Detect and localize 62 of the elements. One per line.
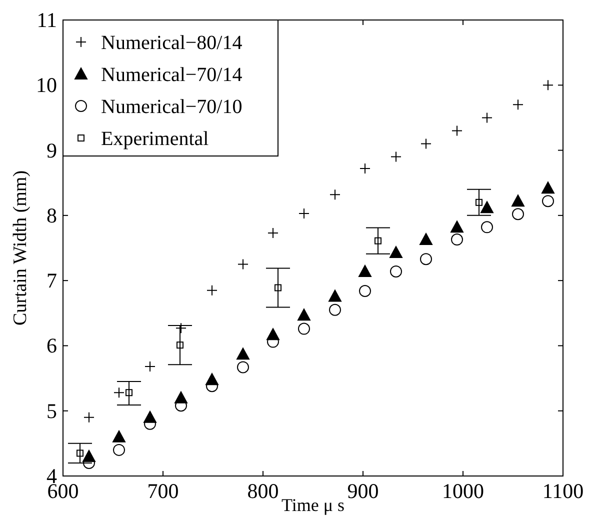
point <box>274 284 282 292</box>
point <box>480 201 494 214</box>
point <box>112 430 126 442</box>
x-tick-label: 900 <box>347 479 379 503</box>
point <box>76 450 84 457</box>
point <box>451 234 463 246</box>
point <box>237 361 249 374</box>
point <box>542 80 554 91</box>
point <box>482 112 492 124</box>
point <box>420 253 432 266</box>
point <box>113 444 125 456</box>
point <box>298 322 310 335</box>
point <box>450 220 464 233</box>
point <box>298 208 310 219</box>
point <box>236 348 250 360</box>
y-tick-label: 9 <box>46 138 57 162</box>
legend-label: Numerical−70/14 <box>101 64 242 86</box>
legend-label: Numerical−80/14 <box>101 32 242 54</box>
point <box>176 342 184 349</box>
point <box>390 265 402 278</box>
x-axis-title: Time μ s <box>281 495 345 515</box>
y-tick-label: 5 <box>46 398 57 423</box>
point <box>114 387 124 398</box>
point <box>360 163 370 174</box>
point <box>206 284 218 296</box>
y-tick-label: 6 <box>46 334 57 358</box>
point <box>374 237 382 244</box>
point <box>176 322 186 334</box>
point <box>268 228 278 239</box>
point <box>359 284 371 297</box>
point <box>512 208 524 220</box>
legend-label: Experimental <box>101 128 210 150</box>
point <box>542 195 554 208</box>
point <box>476 198 482 206</box>
point <box>298 308 310 321</box>
point <box>452 125 462 136</box>
y-axis-title: Curtain Width (mm) <box>10 170 31 326</box>
y-tick-label: 8 <box>46 203 57 228</box>
point <box>330 189 340 200</box>
point <box>481 221 493 234</box>
point <box>542 182 554 194</box>
x-tick-label: 800 <box>247 479 279 503</box>
x-tick-label: 1000 <box>442 479 484 503</box>
point <box>144 361 156 372</box>
point <box>328 290 342 302</box>
point <box>420 138 432 150</box>
y-tick-label: 7 <box>46 268 57 293</box>
point <box>329 304 341 316</box>
point <box>84 412 94 423</box>
point <box>390 151 402 162</box>
point <box>358 264 372 277</box>
point <box>512 194 524 207</box>
y-tick-label: 11 <box>36 8 57 32</box>
point <box>420 233 432 246</box>
x-tick-label: 700 <box>147 479 179 503</box>
point <box>512 99 524 110</box>
legend-label: Numerical−70/10 <box>101 96 242 118</box>
point <box>126 389 132 396</box>
y-tick-label: 10 <box>36 73 57 98</box>
x-tick-label: 1100 <box>542 479 584 503</box>
point <box>390 246 402 258</box>
point <box>238 258 248 270</box>
